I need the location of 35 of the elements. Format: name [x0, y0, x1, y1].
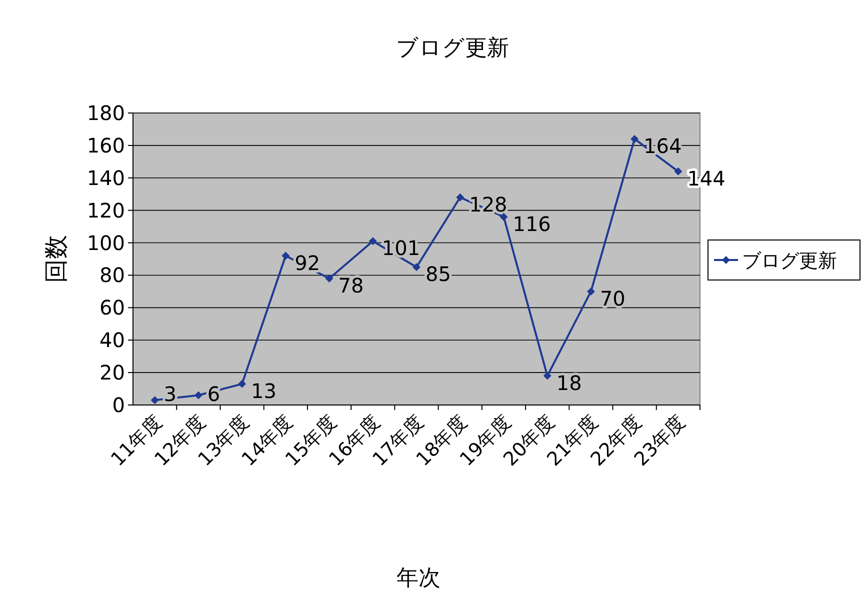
y-tick-label: 180: [86, 101, 125, 125]
y-tick-label: 20: [100, 360, 125, 385]
data-label: 13: [251, 378, 276, 403]
point: [456, 193, 464, 202]
y-tick-label: 140: [86, 166, 125, 190]
point: [282, 252, 290, 260]
y-tick-label: 60: [100, 296, 125, 320]
legend-label: ブログ更新: [742, 250, 837, 272]
chart-title: ブログ更新: [396, 36, 509, 61]
data-label: 18: [556, 370, 582, 395]
x-axis-title: 年次: [396, 566, 440, 591]
data-label: 144: [687, 166, 726, 190]
point: [586, 287, 595, 296]
data-label: 116: [512, 212, 551, 236]
data-label: 101: [382, 236, 420, 260]
y-tick-label: 80: [100, 263, 125, 288]
point: [150, 396, 159, 404]
y-tick-label: 40: [100, 328, 125, 352]
y-tick-label: 0: [112, 393, 125, 417]
point: [412, 263, 420, 272]
y-tick-label: 100: [86, 230, 125, 255]
data-label: 78: [338, 273, 364, 298]
data-label: 128: [469, 192, 508, 216]
point: [368, 237, 377, 246]
point: [500, 212, 508, 221]
data-label: 70: [600, 286, 626, 310]
y-tick-label: 120: [86, 198, 125, 222]
point: [543, 372, 552, 380]
point: [238, 380, 246, 388]
point: [325, 274, 334, 282]
y-axis-title: 回数: [42, 235, 70, 283]
point: [630, 134, 639, 143]
point: [674, 167, 682, 176]
y-tick-label: 160: [86, 133, 125, 158]
point: [194, 391, 202, 400]
